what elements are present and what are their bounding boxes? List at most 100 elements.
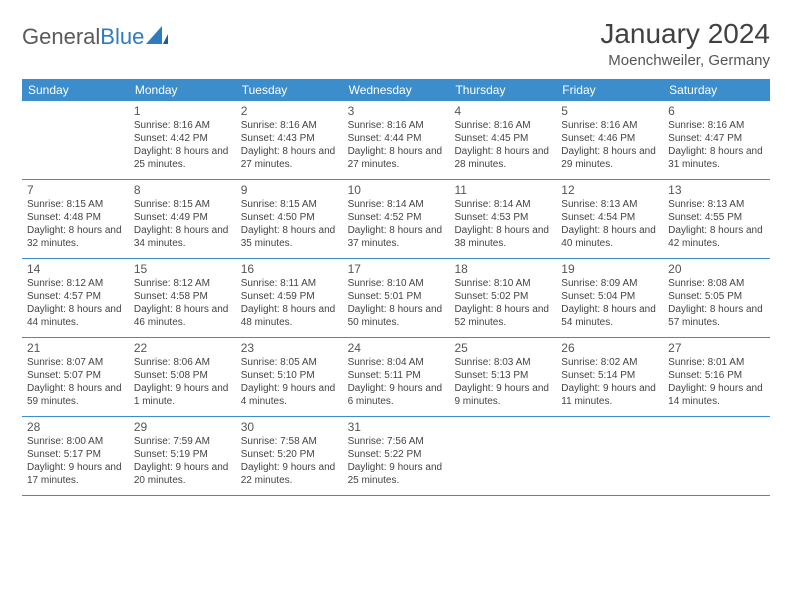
day-number: 21 [27,341,124,356]
day-number: 13 [668,183,765,198]
sunset-text: Sunset: 4:48 PM [27,212,124,225]
sunrise-text: Sunrise: 8:02 AM [561,357,658,370]
sunrise-text: Sunrise: 8:15 AM [134,199,231,212]
sunrise-text: Sunrise: 8:10 AM [348,278,445,291]
sunrise-text: Sunrise: 8:12 AM [27,278,124,291]
sunrise-text: Sunrise: 8:13 AM [668,199,765,212]
sunset-text: Sunset: 4:59 PM [241,291,338,304]
daylight-text: Daylight: 8 hours and 48 minutes. [241,304,338,330]
daylight-text: Daylight: 8 hours and 34 minutes. [134,225,231,251]
daylight-text: Daylight: 8 hours and 50 minutes. [348,304,445,330]
day-number: 4 [454,104,551,119]
sunrise-text: Sunrise: 8:06 AM [134,357,231,370]
sunrise-text: Sunrise: 8:11 AM [241,278,338,291]
daylight-text: Daylight: 9 hours and 22 minutes. [241,462,338,488]
sunset-text: Sunset: 5:16 PM [668,370,765,383]
sunset-text: Sunset: 5:13 PM [454,370,551,383]
sunrise-text: Sunrise: 8:14 AM [348,199,445,212]
daylight-text: Daylight: 9 hours and 4 minutes. [241,383,338,409]
day-number: 12 [561,183,658,198]
day-cell: 31Sunrise: 7:56 AMSunset: 5:22 PMDayligh… [343,417,450,495]
day-cell: 6Sunrise: 8:16 AMSunset: 4:47 PMDaylight… [663,101,770,179]
dow-thursday: Thursday [449,79,556,101]
day-number: 24 [348,341,445,356]
sunset-text: Sunset: 5:17 PM [27,449,124,462]
day-cell: 17Sunrise: 8:10 AMSunset: 5:01 PMDayligh… [343,259,450,337]
sunset-text: Sunset: 5:04 PM [561,291,658,304]
day-cell: 2Sunrise: 8:16 AMSunset: 4:43 PMDaylight… [236,101,343,179]
sunset-text: Sunset: 5:08 PM [134,370,231,383]
day-cell: 19Sunrise: 8:09 AMSunset: 5:04 PMDayligh… [556,259,663,337]
weeks-container: 1Sunrise: 8:16 AMSunset: 4:42 PMDaylight… [22,101,770,496]
day-number: 2 [241,104,338,119]
dow-header-row: Sunday Monday Tuesday Wednesday Thursday… [22,79,770,101]
sunset-text: Sunset: 4:54 PM [561,212,658,225]
day-cell: 25Sunrise: 8:03 AMSunset: 5:13 PMDayligh… [449,338,556,416]
sunset-text: Sunset: 5:14 PM [561,370,658,383]
day-number: 31 [348,420,445,435]
sunrise-text: Sunrise: 8:15 AM [241,199,338,212]
sunset-text: Sunset: 4:42 PM [134,133,231,146]
sunset-text: Sunset: 5:05 PM [668,291,765,304]
sunset-text: Sunset: 4:58 PM [134,291,231,304]
day-cell: 21Sunrise: 8:07 AMSunset: 5:07 PMDayligh… [22,338,129,416]
dow-monday: Monday [129,79,236,101]
dow-wednesday: Wednesday [343,79,450,101]
logo-text-gray: General [22,24,100,50]
sunset-text: Sunset: 4:50 PM [241,212,338,225]
day-cell: 14Sunrise: 8:12 AMSunset: 4:57 PMDayligh… [22,259,129,337]
day-cell: 27Sunrise: 8:01 AMSunset: 5:16 PMDayligh… [663,338,770,416]
sunrise-text: Sunrise: 8:15 AM [27,199,124,212]
day-number: 18 [454,262,551,277]
sunset-text: Sunset: 4:53 PM [454,212,551,225]
day-cell: 26Sunrise: 8:02 AMSunset: 5:14 PMDayligh… [556,338,663,416]
sunset-text: Sunset: 5:01 PM [348,291,445,304]
daylight-text: Daylight: 8 hours and 57 minutes. [668,304,765,330]
day-cell: 16Sunrise: 8:11 AMSunset: 4:59 PMDayligh… [236,259,343,337]
week-row: 7Sunrise: 8:15 AMSunset: 4:48 PMDaylight… [22,180,770,259]
location-label: Moenchweiler, Germany [600,52,770,69]
daylight-text: Daylight: 8 hours and 28 minutes. [454,146,551,172]
day-number: 29 [134,420,231,435]
daylight-text: Daylight: 9 hours and 11 minutes. [561,383,658,409]
week-row: 28Sunrise: 8:00 AMSunset: 5:17 PMDayligh… [22,417,770,496]
sunrise-text: Sunrise: 8:08 AM [668,278,765,291]
daylight-text: Daylight: 9 hours and 17 minutes. [27,462,124,488]
sunrise-text: Sunrise: 8:16 AM [241,120,338,133]
daylight-text: Daylight: 8 hours and 46 minutes. [134,304,231,330]
sunset-text: Sunset: 4:55 PM [668,212,765,225]
day-cell [22,101,129,179]
month-title: January 2024 [600,18,770,50]
sunrise-text: Sunrise: 8:10 AM [454,278,551,291]
day-cell: 3Sunrise: 8:16 AMSunset: 4:44 PMDaylight… [343,101,450,179]
week-row: 14Sunrise: 8:12 AMSunset: 4:57 PMDayligh… [22,259,770,338]
day-cell [556,417,663,495]
title-block: January 2024 Moenchweiler, Germany [600,18,770,69]
sunrise-text: Sunrise: 8:16 AM [454,120,551,133]
week-row: 1Sunrise: 8:16 AMSunset: 4:42 PMDaylight… [22,101,770,180]
day-number: 16 [241,262,338,277]
day-number: 9 [241,183,338,198]
sunset-text: Sunset: 4:49 PM [134,212,231,225]
sunrise-text: Sunrise: 8:00 AM [27,436,124,449]
sunset-text: Sunset: 5:11 PM [348,370,445,383]
day-cell: 22Sunrise: 8:06 AMSunset: 5:08 PMDayligh… [129,338,236,416]
sunset-text: Sunset: 5:19 PM [134,449,231,462]
daylight-text: Daylight: 9 hours and 6 minutes. [348,383,445,409]
day-cell [449,417,556,495]
day-cell: 20Sunrise: 8:08 AMSunset: 5:05 PMDayligh… [663,259,770,337]
daylight-text: Daylight: 8 hours and 42 minutes. [668,225,765,251]
sunrise-text: Sunrise: 7:56 AM [348,436,445,449]
sunrise-text: Sunrise: 8:16 AM [561,120,658,133]
day-cell: 18Sunrise: 8:10 AMSunset: 5:02 PMDayligh… [449,259,556,337]
day-cell: 29Sunrise: 7:59 AMSunset: 5:19 PMDayligh… [129,417,236,495]
dow-sunday: Sunday [22,79,129,101]
daylight-text: Daylight: 9 hours and 20 minutes. [134,462,231,488]
daylight-text: Daylight: 8 hours and 37 minutes. [348,225,445,251]
daylight-text: Daylight: 8 hours and 31 minutes. [668,146,765,172]
dow-friday: Friday [556,79,663,101]
sunrise-text: Sunrise: 8:16 AM [348,120,445,133]
daylight-text: Daylight: 8 hours and 32 minutes. [27,225,124,251]
logo-text-blue: Blue [100,24,144,50]
daylight-text: Daylight: 8 hours and 35 minutes. [241,225,338,251]
